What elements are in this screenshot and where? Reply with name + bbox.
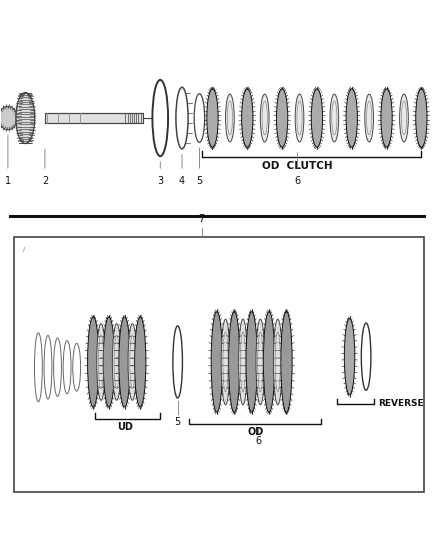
Ellipse shape (226, 94, 234, 142)
Ellipse shape (207, 89, 218, 147)
Ellipse shape (330, 94, 339, 142)
Ellipse shape (295, 94, 304, 142)
Ellipse shape (103, 317, 115, 407)
Text: 5: 5 (196, 176, 202, 187)
Ellipse shape (399, 94, 408, 142)
Text: 4: 4 (179, 176, 185, 187)
Ellipse shape (381, 89, 392, 147)
Ellipse shape (256, 319, 265, 405)
Ellipse shape (260, 94, 269, 142)
Ellipse shape (221, 319, 230, 405)
Text: i: i (23, 247, 25, 253)
Text: 3: 3 (157, 176, 163, 187)
Ellipse shape (311, 89, 322, 147)
Ellipse shape (16, 93, 35, 143)
Text: REVERSE: REVERSE (378, 399, 424, 408)
Text: 2: 2 (42, 176, 48, 187)
Ellipse shape (88, 317, 99, 407)
Text: OD  CLUTCH: OD CLUTCH (262, 161, 332, 171)
Text: OD: OD (248, 427, 264, 437)
Ellipse shape (276, 89, 288, 147)
Ellipse shape (119, 317, 130, 407)
Ellipse shape (128, 324, 137, 400)
Ellipse shape (263, 312, 275, 413)
Text: UD: UD (117, 422, 133, 432)
Text: 6: 6 (255, 435, 261, 446)
Ellipse shape (344, 318, 355, 395)
Circle shape (0, 107, 18, 130)
Ellipse shape (273, 319, 282, 405)
Text: 1: 1 (5, 176, 11, 187)
Ellipse shape (211, 312, 223, 413)
Ellipse shape (365, 94, 374, 142)
Ellipse shape (229, 312, 240, 413)
Ellipse shape (346, 89, 357, 147)
FancyBboxPatch shape (45, 113, 143, 123)
Ellipse shape (416, 89, 427, 147)
Text: 6: 6 (294, 176, 300, 187)
Ellipse shape (242, 89, 253, 147)
Ellipse shape (281, 312, 292, 413)
Ellipse shape (239, 319, 247, 405)
Ellipse shape (113, 324, 121, 400)
Ellipse shape (134, 317, 146, 407)
Text: 7: 7 (198, 214, 205, 224)
Ellipse shape (246, 312, 257, 413)
Text: 5: 5 (174, 417, 181, 426)
Ellipse shape (97, 324, 106, 400)
